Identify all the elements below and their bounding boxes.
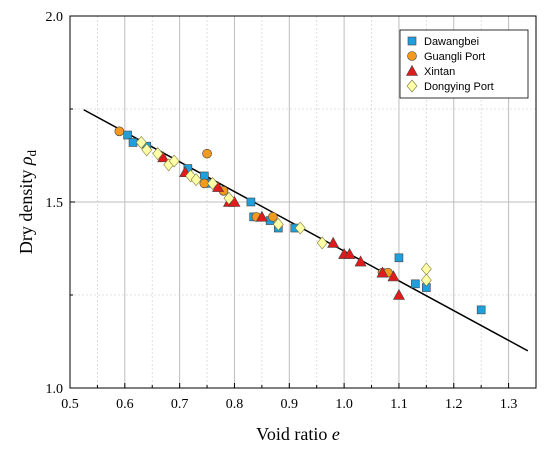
data-point-dongying-port — [316, 236, 328, 250]
data-point-guangli-port — [202, 148, 212, 159]
data-point-xintan — [212, 180, 225, 192]
x-tick-label: 1.1 — [390, 397, 408, 412]
x-tick-label: 0.8 — [226, 397, 244, 412]
data-point-dongying-port — [272, 217, 284, 231]
data-point-xintan — [327, 236, 340, 248]
x-tick-label: 0.9 — [281, 397, 299, 412]
data-point-dawangbei — [394, 253, 404, 263]
x-tick-label: 1.3 — [500, 397, 518, 412]
data-point-xintan — [255, 210, 268, 222]
data-point-dongying-port — [141, 143, 153, 157]
data-point-xintan — [387, 270, 400, 282]
x-tick-labels: 0.5 0.6 0.7 0.8 0.9 1.0 1.1 1.2 1.3 — [61, 397, 517, 412]
legend-marker-dawangbei — [407, 36, 417, 46]
legend-label-dongying-port: Dongying Port — [424, 81, 494, 93]
y-tick-labels: 1.0 1.5 2.0 — [46, 10, 64, 397]
series-dawangbei — [123, 130, 486, 315]
legend-item-guangli-port: Guangli Port — [407, 51, 485, 63]
legend-marker-xintan — [405, 64, 419, 76]
legend-box — [399, 29, 529, 99]
data-point-dongying-port — [420, 262, 432, 276]
data-point-dongying-port — [190, 173, 202, 187]
data-point-dongying-port — [152, 147, 164, 161]
x-axis-label: Void ratio — [256, 424, 327, 444]
series-xintan — [157, 151, 405, 300]
data-point-dongying-port — [168, 154, 180, 168]
x-axis-variable: e — [332, 424, 340, 444]
axis-ticks — [70, 108, 510, 388]
legend-label-xintan: Xintan — [424, 66, 455, 78]
data-point-dawangbei — [411, 279, 420, 289]
y-axis-subscript: d — [24, 149, 39, 156]
data-point-dawangbei — [246, 197, 256, 207]
y-axis-label: Dry density — [16, 170, 36, 255]
series-dongying-port — [135, 136, 432, 287]
legend: Dawangbei Guangli Port Xintan Dongying Port — [399, 29, 529, 99]
data-point-dongying-port — [420, 273, 432, 287]
legend-marker-guangli-port — [407, 51, 417, 61]
data-point-guangli-port — [114, 126, 125, 137]
legend-item-dongying-port: Dongying Port — [406, 79, 494, 93]
data-point-dongying-port — [223, 191, 235, 205]
data-point-xintan — [228, 195, 241, 207]
data-point-dawangbei — [123, 130, 132, 140]
y-axis-title: Dry density ρd — [16, 149, 39, 254]
data-point-dongying-port — [135, 136, 147, 149]
x-tick-label: 0.6 — [116, 397, 134, 412]
x-tick-label: 1.2 — [445, 397, 463, 412]
y-axis-variable: ρ — [16, 156, 36, 166]
data-point-dawangbei — [476, 305, 486, 315]
data-point-guangli-port — [268, 212, 278, 222]
data-point-xintan — [343, 247, 356, 259]
legend-label-dawangbei: Dawangbei — [424, 36, 479, 48]
y-tick-label: 1.0 — [46, 382, 64, 397]
data-point-dongying-port — [294, 221, 306, 235]
data-point-xintan — [392, 288, 405, 300]
legend-item-xintan: Xintan — [405, 64, 455, 78]
y-tick-label: 1.5 — [46, 196, 64, 211]
legend-marker-dongying-port — [406, 79, 418, 93]
data-point-xintan — [157, 151, 170, 163]
data-point-dawangbei — [128, 138, 138, 147]
y-tick-label: 2.0 — [46, 10, 64, 25]
data-point-xintan — [354, 255, 367, 267]
legend-label-guangli-port: Guangli Port — [424, 51, 485, 63]
data-point-xintan — [376, 266, 389, 278]
x-axis-title: Void ratio e — [256, 424, 340, 444]
x-tick-label: 0.7 — [171, 397, 189, 412]
x-tick-label: 0.5 — [61, 397, 79, 412]
legend-item-dawangbei: Dawangbei — [407, 36, 479, 48]
x-tick-label: 1.0 — [335, 397, 353, 412]
data-points — [114, 126, 486, 315]
data-point-dongying-port — [207, 176, 218, 190]
